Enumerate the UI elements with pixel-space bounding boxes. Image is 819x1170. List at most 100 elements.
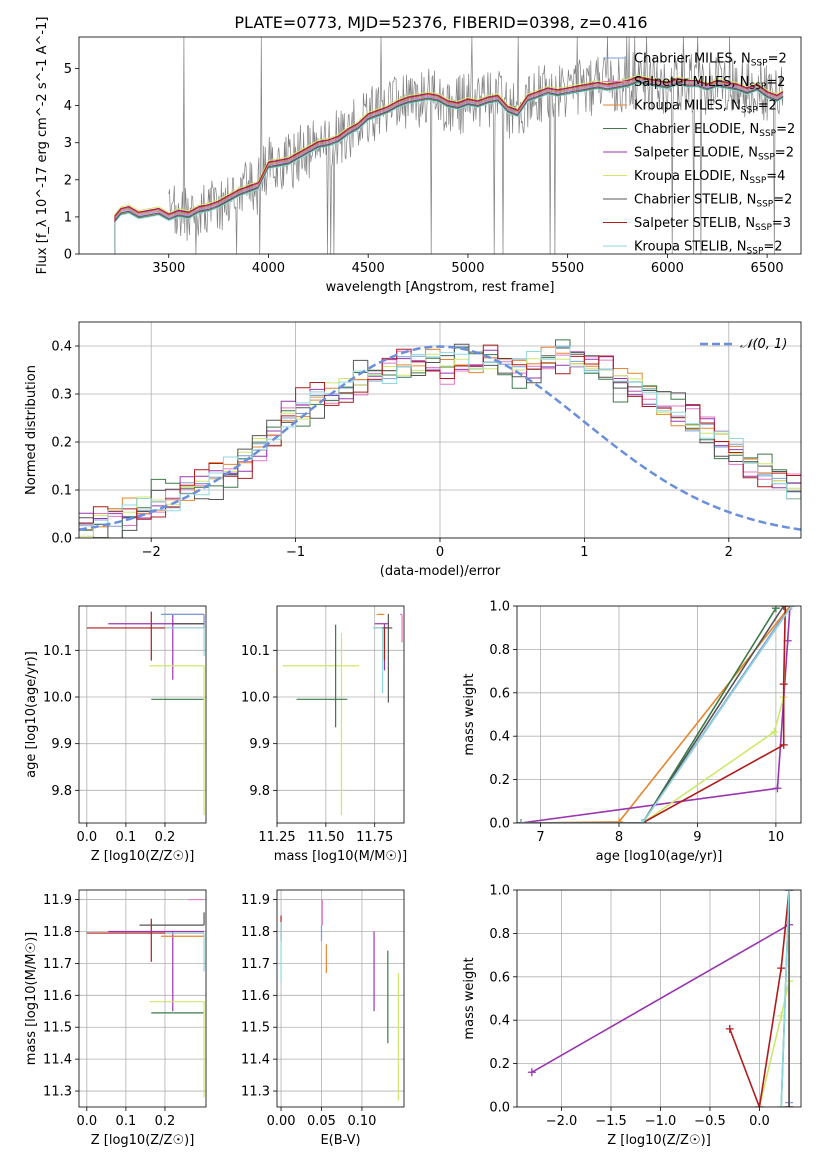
- tick-label-x: −2.0: [546, 1114, 578, 1129]
- tick-label-x: 6000: [651, 261, 684, 276]
- axis-label-y: age [log10(age/yr)]: [24, 651, 39, 778]
- tick-label-y: 11.3: [43, 1085, 72, 1100]
- histogram-chabrier-elodie: [79, 339, 801, 538]
- axes-frame: [276, 605, 405, 824]
- legend-entry: Salpeter STELIB, NSSP=3: [634, 216, 791, 233]
- axes-age_vs_mass: 11.25 11.50 11.75 9.8 9.9 10.0 10.1 mass [log10…: [241, 605, 407, 864]
- axis-label-x: mass [log10(M/M☉)]: [274, 849, 407, 864]
- point-marker: [527, 1068, 536, 1077]
- model-spectrum-kroupa-stelib: [114, 82, 784, 254]
- series-line-chabrier-miles: [520, 606, 791, 823]
- observed-spectrum: [168, 37, 784, 254]
- tick-label-x: −2: [142, 545, 161, 560]
- point-marker: [777, 1103, 786, 1107]
- series-line-kroupa-elodie: [520, 606, 787, 823]
- tick-label-y: 4: [64, 99, 72, 114]
- axes-frame: [78, 605, 207, 824]
- tick-label-y: 11.5: [43, 1021, 72, 1036]
- plot-area: [517, 890, 801, 1107]
- model-spectrum-chabrier-elodie: [114, 82, 784, 254]
- tick-label-y: 11.8: [241, 925, 270, 940]
- tick-label-x: 0.05: [307, 1114, 336, 1129]
- point-marker: [779, 740, 788, 749]
- tick-label-y: 0.4: [489, 1014, 510, 1029]
- plot-area: [79, 606, 206, 823]
- tick-label-y: 0.0: [51, 532, 72, 547]
- axes-weight_vs_age: 7 8 9 10 0.0 0.2 0.4 0.6 0.8 1.0 age [log10(age/yr…: [462, 600, 802, 864]
- tick-label-x: 8: [615, 830, 623, 845]
- tick-label-y: 11.7: [43, 957, 72, 972]
- tick-label-x: 0.1: [116, 1114, 137, 1129]
- tick-label-y: 10.1: [241, 644, 270, 659]
- tick-label-y: 11.3: [241, 1085, 270, 1100]
- axes-frame: [78, 36, 802, 255]
- axis-label-y: Normed distribution: [24, 365, 39, 495]
- tick-label-y: 11.8: [43, 925, 72, 940]
- tick-label-y: 9.8: [249, 784, 270, 799]
- point-marker: [614, 817, 623, 823]
- legend-entry: Chabrier STELIB, NSSP=2: [634, 193, 792, 210]
- tick-label-x: 5500: [551, 261, 584, 276]
- axis-label-x: (data-model)/error: [380, 564, 501, 579]
- plot-area: [277, 606, 404, 823]
- figure-title: PLATE=0773, MJD=52376, FIBERID=0398, z=0…: [234, 13, 647, 32]
- model-spectrum-salpeter-stelib: [114, 76, 784, 254]
- tick-label-x: 0.2: [155, 830, 176, 845]
- tick-label-y: 0.0: [489, 817, 510, 832]
- plot-area: [79, 890, 206, 1107]
- axis-label-x: wavelength [Angstrom, rest frame]: [326, 280, 555, 295]
- tick-label-x: 0.10: [347, 1114, 376, 1129]
- tick-label-x: 2: [725, 545, 733, 560]
- axis-label-y: mass weight: [462, 957, 477, 1039]
- tick-label-y: 1.0: [489, 884, 510, 899]
- tick-label-y: 11.4: [241, 1053, 270, 1068]
- tick-label-y: 2: [64, 173, 72, 188]
- axis-label-x: age [log10(age/yr)]: [596, 849, 723, 864]
- series-line-salpeter-stelib: [520, 606, 787, 823]
- model-spectrum-kroupa-miles: [114, 78, 784, 254]
- point-marker: [638, 819, 647, 823]
- point-marker: [517, 819, 525, 823]
- plot-area: [517, 606, 801, 823]
- tick-label-x: 11.75: [356, 830, 393, 845]
- tick-label-y: 0.3: [51, 388, 72, 403]
- tick-label-x: 4000: [252, 261, 285, 276]
- tick-label-x: 9: [693, 830, 701, 845]
- tick-label-x: −0.5: [694, 1114, 726, 1129]
- point-marker: [755, 1103, 764, 1107]
- tick-label-y: 11.9: [43, 893, 72, 908]
- tick-label-x: 0.0: [76, 1114, 97, 1129]
- tick-label-y: 0.1: [51, 484, 72, 499]
- axes-frame: [276, 889, 405, 1108]
- series-line-chabrier-elodie: [520, 607, 777, 823]
- point-marker: [787, 606, 796, 610]
- point-marker: [777, 964, 786, 973]
- point-marker: [725, 1024, 734, 1033]
- tick-label-y: 11.6: [241, 989, 270, 1004]
- tick-label-y: 0.6: [489, 686, 510, 701]
- tick-label-y: 0: [64, 248, 72, 263]
- tick-label-y: 0.2: [489, 1057, 510, 1072]
- series-line-salpeter-miles: [520, 606, 793, 823]
- tick-label-y: 10.1: [43, 644, 72, 659]
- series-line-salpeter-stelib: [729, 890, 790, 1107]
- tick-label-y: 11.7: [241, 957, 270, 972]
- axes-weight_vs_Z: −2.0 −1.5 −1.0 −0.5 0.0 0.0 0.2 0.4 0.6 0.8 1.0 Z […: [462, 884, 802, 1148]
- tick-label-y: 10.0: [241, 691, 270, 706]
- tick-label-x: 0.0: [749, 1114, 770, 1129]
- legend-entry: Kroupa ELODIE, NSSP=4: [634, 169, 785, 186]
- tick-label-y: 0.6: [489, 970, 510, 985]
- tick-label-y: 0.0: [489, 1101, 510, 1116]
- tick-label-y: 9.9: [249, 737, 270, 752]
- tick-label-y: 5: [64, 62, 72, 77]
- tick-label-x: 11.25: [258, 830, 295, 845]
- axis-label-x: Z [log10(Z/Z☉)]: [91, 849, 195, 864]
- point-marker: [785, 1103, 794, 1107]
- point-marker: [785, 890, 794, 894]
- axis-label-x: Z [log10(Z/Z☉)]: [607, 1133, 711, 1148]
- histogram-kroupa-elodie: [79, 353, 801, 537]
- model-spectrum-kroupa-elodie: [114, 74, 784, 254]
- axes-frame: [516, 889, 802, 1108]
- tick-label-x: 5000: [451, 261, 484, 276]
